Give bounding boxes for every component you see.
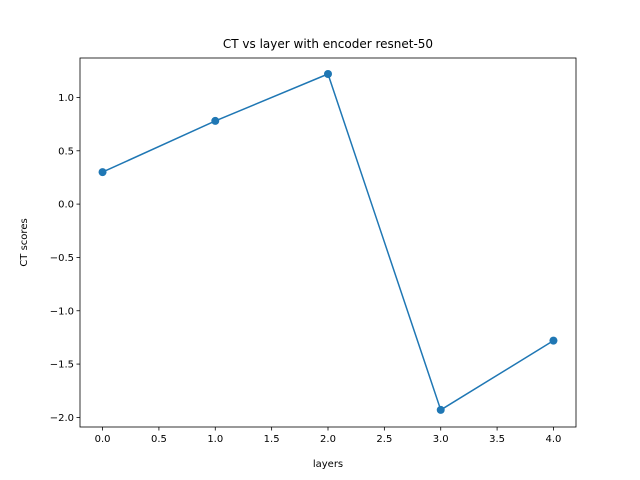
x-tick-label: 1.5 [264, 434, 280, 445]
data-point [211, 116, 220, 125]
y-axis-ticks: −2.0 −1.5 −1.0 −0.5 0.0 0.5 1.0 [50, 93, 80, 424]
x-axis-label: layers [313, 459, 343, 470]
plot-area-frame [79, 57, 577, 428]
y-tick-label: 1.0 [58, 93, 74, 104]
data-point [324, 69, 332, 78]
data-point [98, 168, 107, 177]
x-tick-label: 1.0 [207, 434, 223, 445]
y-axis-label: CT scores [19, 218, 30, 266]
x-tick-label: 3.5 [489, 434, 505, 445]
x-tick-label: 3.0 [433, 434, 449, 445]
y-tick-label: −1.5 [50, 360, 74, 371]
series-layer [98, 69, 558, 414]
x-tick-label: 2.5 [376, 434, 392, 445]
y-tick-label: −0.5 [50, 253, 74, 264]
y-tick-label: −2.0 [50, 413, 74, 424]
x-axis-ticks: 0.0 0.5 1.0 1.5 2.0 2.5 3.0 3.5 4.0 [95, 427, 562, 445]
x-tick-label: 2.0 [320, 434, 336, 445]
data-point [436, 405, 445, 414]
x-tick-label: 0.0 [95, 434, 111, 445]
x-tick-label: 4.0 [546, 434, 562, 445]
data-point [549, 336, 558, 345]
chart-title: CT vs layer with encoder resnet-50 [223, 37, 433, 51]
y-tick-label: 0.0 [58, 200, 74, 211]
y-tick-label: −1.0 [50, 306, 74, 317]
y-tick-label: 0.5 [58, 146, 74, 157]
x-tick-label: 0.5 [151, 434, 167, 445]
